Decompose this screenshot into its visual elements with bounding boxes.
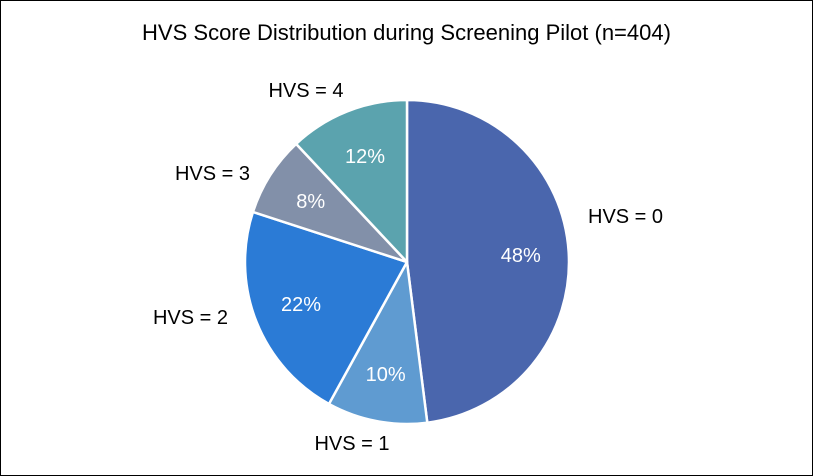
category-label-hvs-3: HVS = 3 <box>175 163 250 185</box>
data-label-hvs-1: 10% <box>366 364 406 386</box>
category-labels: HVS = 0 HVS = 1 HVS = 2 HVS = 3 HVS = 4 <box>153 80 663 455</box>
pie-slices <box>243 98 571 426</box>
category-label-hvs-2: HVS = 2 <box>153 307 228 329</box>
data-label-hvs-0: 48% <box>501 245 541 267</box>
percent-labels: 48% 10% 22% 8% 12% <box>281 146 541 386</box>
category-label-hvs-1: HVS = 1 <box>314 433 389 455</box>
pie-slice-hvs-0 <box>405 98 571 424</box>
pie-slice-hvs-2 <box>243 210 409 406</box>
data-label-hvs-4: 12% <box>345 146 385 168</box>
pie-slice-hvs-1 <box>327 260 429 426</box>
data-label-hvs-3: 8% <box>296 191 325 213</box>
category-label-hvs-4: HVS = 4 <box>268 80 343 102</box>
data-label-hvs-2: 22% <box>281 294 321 316</box>
category-label-hvs-0: HVS = 0 <box>588 206 663 228</box>
pie-slice-hvs-4 <box>294 98 409 264</box>
chart-title: HVS Score Distribution during Screening … <box>142 20 671 45</box>
